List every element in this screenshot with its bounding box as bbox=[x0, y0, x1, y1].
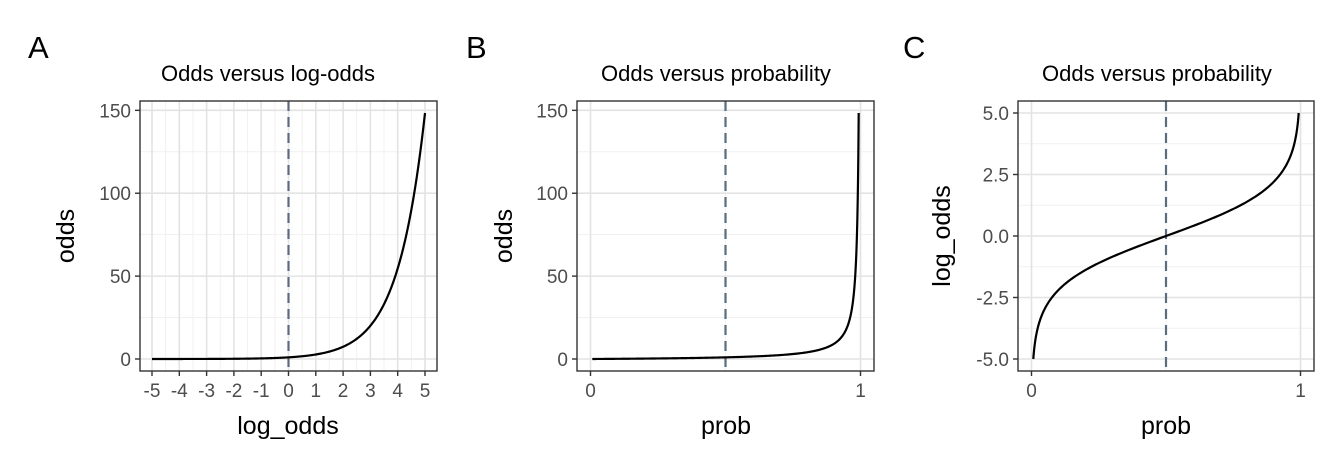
y-tick-label: 2.5 bbox=[983, 166, 1009, 187]
series-line bbox=[152, 112, 427, 361]
x-tick-label: -1 bbox=[253, 381, 270, 402]
y-tick-label: 5.0 bbox=[983, 104, 1009, 125]
y-tick-label: 100 bbox=[99, 184, 131, 205]
x-axis-title: prob bbox=[1141, 412, 1191, 440]
panel-c: C Odds versus probability -5.0 -2.5 0.0 2.5… bbox=[903, 30, 1315, 440]
y-tick-label: -2.5 bbox=[976, 289, 1009, 310]
panel-b: B Odds versus probability 0 50 100 150 0 1 pr… bbox=[466, 30, 875, 440]
y-tick-label: 150 bbox=[99, 101, 131, 122]
chart-title: Odds versus probability bbox=[1042, 61, 1272, 86]
plot-area: -5.0 -2.5 0.0 2.5 5.0 0 1 bbox=[976, 100, 1315, 402]
y-tick-label: 50 bbox=[547, 267, 568, 288]
series-line bbox=[592, 112, 860, 361]
y-axis-title: odds bbox=[490, 209, 518, 263]
chart-title: Odds versus probability bbox=[601, 61, 831, 86]
x-tick-label: 0 bbox=[585, 381, 596, 402]
x-tick-label: 5 bbox=[420, 381, 431, 402]
x-tick-label: -2 bbox=[225, 381, 242, 402]
plot-border bbox=[576, 100, 875, 372]
x-tick-label: -5 bbox=[144, 381, 161, 402]
x-tick-label: -3 bbox=[198, 381, 215, 402]
panel-tag: A bbox=[28, 30, 49, 65]
y-tick-label: 50 bbox=[110, 267, 131, 288]
y-axis-title: log_odds bbox=[928, 185, 956, 286]
x-tick-label: 1 bbox=[855, 381, 866, 402]
y-tick-label: 0.0 bbox=[983, 227, 1009, 248]
x-tick-label: 4 bbox=[392, 381, 403, 402]
y-tick-label: 0 bbox=[120, 350, 131, 371]
y-tick-label: 150 bbox=[536, 101, 568, 122]
panel-tag: C bbox=[903, 30, 925, 65]
x-tick-label: 2 bbox=[338, 381, 349, 402]
x-tick-label: 0 bbox=[1026, 381, 1037, 402]
y-tick-label: 0 bbox=[557, 350, 568, 371]
x-tick-label: 1 bbox=[311, 381, 322, 402]
y-tick-label: -5.0 bbox=[976, 350, 1009, 371]
x-axis-title: prob bbox=[701, 412, 751, 440]
x-axis-title: log_odds bbox=[237, 412, 338, 440]
series-line bbox=[1032, 112, 1300, 360]
chart-title: Odds versus log-odds bbox=[161, 61, 375, 86]
plot-area: 0 50 100 150 0 1 bbox=[536, 100, 875, 402]
panel-tag: B bbox=[466, 30, 487, 65]
x-tick-label: 3 bbox=[365, 381, 376, 402]
x-tick-label: -4 bbox=[171, 381, 188, 402]
x-tick-label: 1 bbox=[1295, 381, 1306, 402]
y-tick-label: 100 bbox=[536, 184, 568, 205]
x-tick-label: 0 bbox=[283, 381, 294, 402]
y-axis-title: odds bbox=[52, 209, 80, 263]
